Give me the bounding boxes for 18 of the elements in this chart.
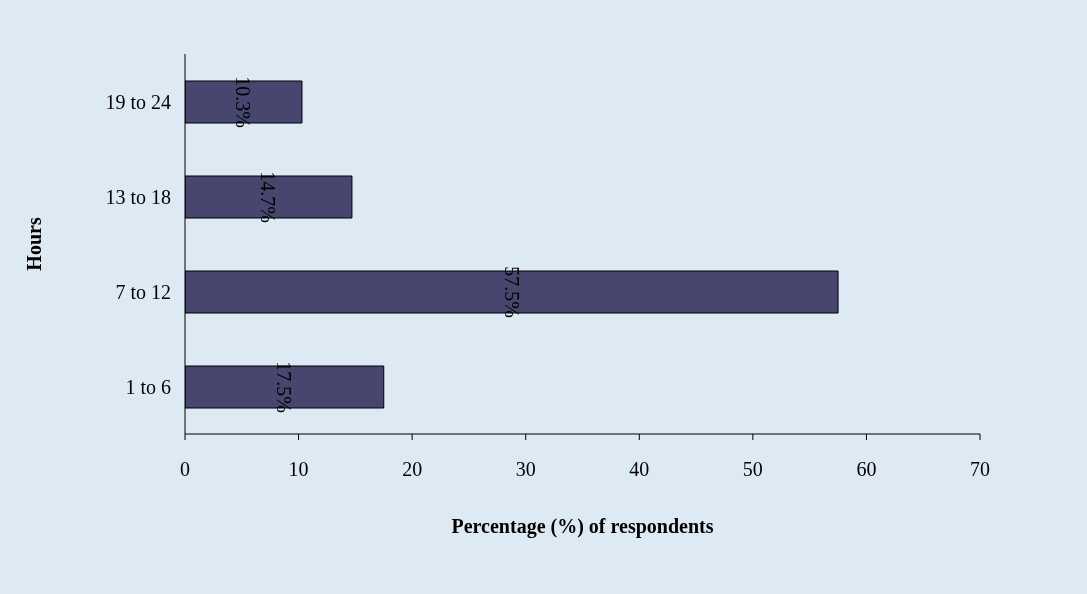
y-tick-label: 7 to 12 — [115, 280, 171, 303]
y-tick-label: 1 to 6 — [125, 375, 171, 398]
x-tick-label: 60 — [856, 458, 877, 481]
data-label: 17.5% — [273, 361, 296, 413]
x-tick-label: 20 — [402, 458, 423, 481]
data-label: 14.7% — [257, 171, 280, 223]
y-tick-label: 19 to 24 — [105, 90, 171, 113]
data-label: 10.3% — [232, 76, 255, 128]
x-tick-label: 10 — [288, 458, 309, 481]
x-tick-label: 70 — [970, 458, 990, 481]
x-tick-label: 40 — [629, 458, 650, 481]
x-tick-label: 30 — [515, 458, 536, 481]
x-tick-label: 50 — [742, 458, 763, 481]
y-tick-label: 13 to 18 — [105, 185, 171, 208]
data-label: 57.5% — [500, 266, 523, 318]
x-axis-title: Percentage (%) of respondents — [451, 515, 714, 539]
x-tick-label: 0 — [180, 458, 190, 481]
y-axis-title: Hours — [23, 217, 46, 271]
